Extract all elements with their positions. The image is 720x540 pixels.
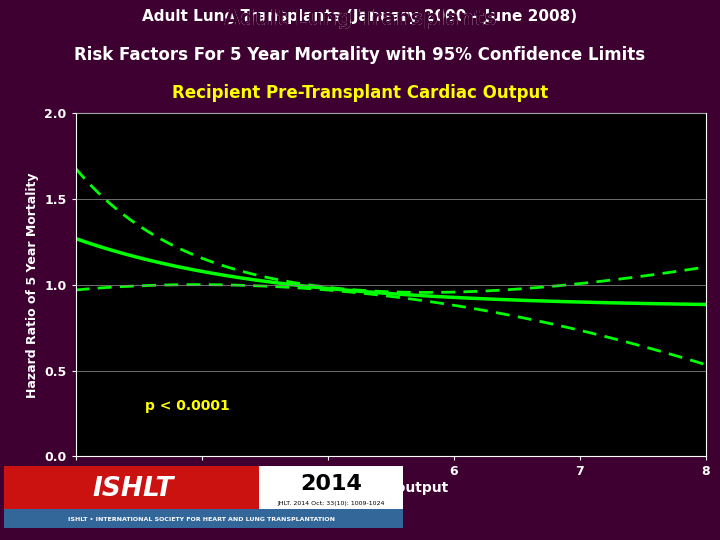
Text: p < 0.0001: p < 0.0001: [145, 399, 230, 413]
Text: Adult Lung Transplants: Adult Lung Transplants: [0, 539, 1, 540]
X-axis label: Cardiac output: Cardiac output: [333, 481, 449, 495]
Text: ISHLT • INTERNATIONAL SOCIETY FOR HEART AND LUNG TRANSPLANTATION: ISHLT • INTERNATIONAL SOCIETY FOR HEART …: [68, 517, 335, 522]
Text: ISHLT: ISHLT: [92, 476, 174, 502]
Bar: [4, 465, 259, 528]
Bar: [259, 465, 403, 509]
Y-axis label: Hazard Ratio of 5 Year Mortality: Hazard Ratio of 5 Year Mortality: [26, 172, 39, 397]
Text: JHLT. 2014 Oct; 33(10): 1009-1024: JHLT. 2014 Oct; 33(10): 1009-1024: [277, 501, 385, 505]
Text: Risk Factors For 5 Year Mortality with 95% Confidence Limits: Risk Factors For 5 Year Mortality with 9…: [74, 46, 646, 64]
Text: Adult Lung Transplants (January 2000 – June 2008): Adult Lung Transplants (January 2000 – J…: [143, 9, 577, 24]
Text: Adult Lung Transplants: Adult Lung Transplants: [224, 9, 496, 29]
Bar: [4, 509, 403, 528]
Text: Adult Lung Transplants: Adult Lung Transplants: [224, 9, 496, 29]
Text: 2014: 2014: [300, 474, 362, 494]
Text: Recipient Pre-Transplant Cardiac Output: Recipient Pre-Transplant Cardiac Output: [172, 84, 548, 102]
Text: Adult Lung Transplants (January 2000 – June 2008): Adult Lung Transplants (January 2000 – J…: [0, 539, 1, 540]
